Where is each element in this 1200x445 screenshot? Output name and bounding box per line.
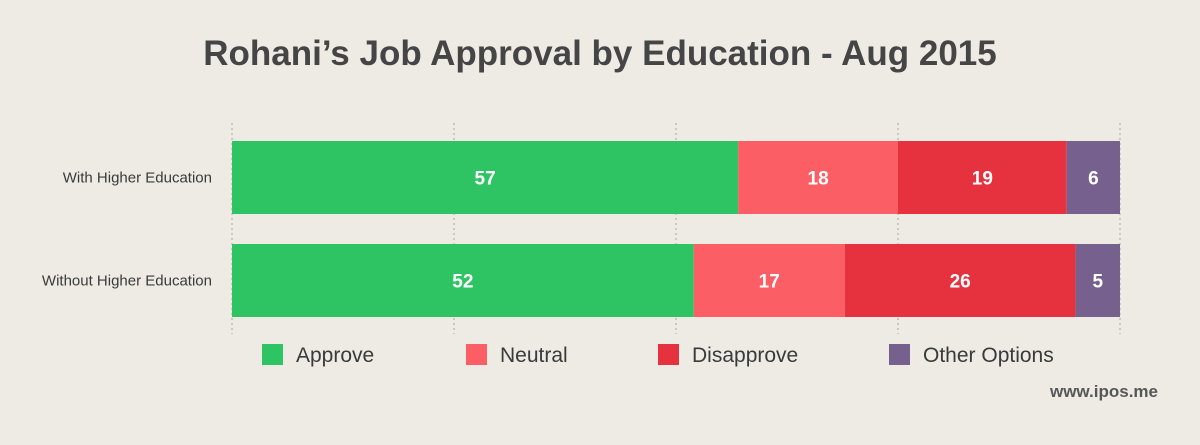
data-label: 26 [950, 272, 971, 293]
bar-segment [1066, 141, 1120, 214]
bar-segment [232, 141, 739, 214]
bar-segment [1075, 244, 1120, 317]
bar-row: With Higher Education 57 18 19 6 [63, 141, 1120, 214]
chart-title: Rohani’s Job Approval by Education - Aug… [203, 34, 997, 73]
bar-row: Without Higher Education 52 17 26 5 [42, 244, 1120, 317]
category-label: Without Higher Education [42, 273, 212, 290]
data-label: 5 [1093, 272, 1104, 293]
legend-swatch [658, 344, 679, 365]
legend-swatch [262, 344, 283, 365]
data-label: 52 [452, 272, 473, 293]
bar-segment [898, 141, 1067, 214]
data-label: 17 [759, 272, 780, 293]
category-label: With Higher Education [63, 170, 212, 187]
watermark: www.ipos.me [1049, 382, 1158, 401]
bar-segment [844, 244, 1076, 317]
data-label: 19 [972, 169, 993, 190]
bar-segment [738, 141, 898, 214]
legend-swatch [889, 344, 910, 365]
legend-label: Approve [296, 344, 374, 367]
legend-label: Disapprove [692, 344, 798, 367]
legend-swatch [466, 344, 487, 365]
data-label: 6 [1088, 169, 1099, 190]
legend: Approve Neutral Disapprove Other Options [262, 344, 1054, 367]
data-label: 18 [808, 169, 829, 190]
data-label: 57 [475, 169, 496, 190]
legend-label: Other Options [923, 344, 1054, 367]
bar-segment [693, 244, 845, 317]
legend-label: Neutral [500, 344, 568, 367]
bar-segment [232, 244, 694, 317]
